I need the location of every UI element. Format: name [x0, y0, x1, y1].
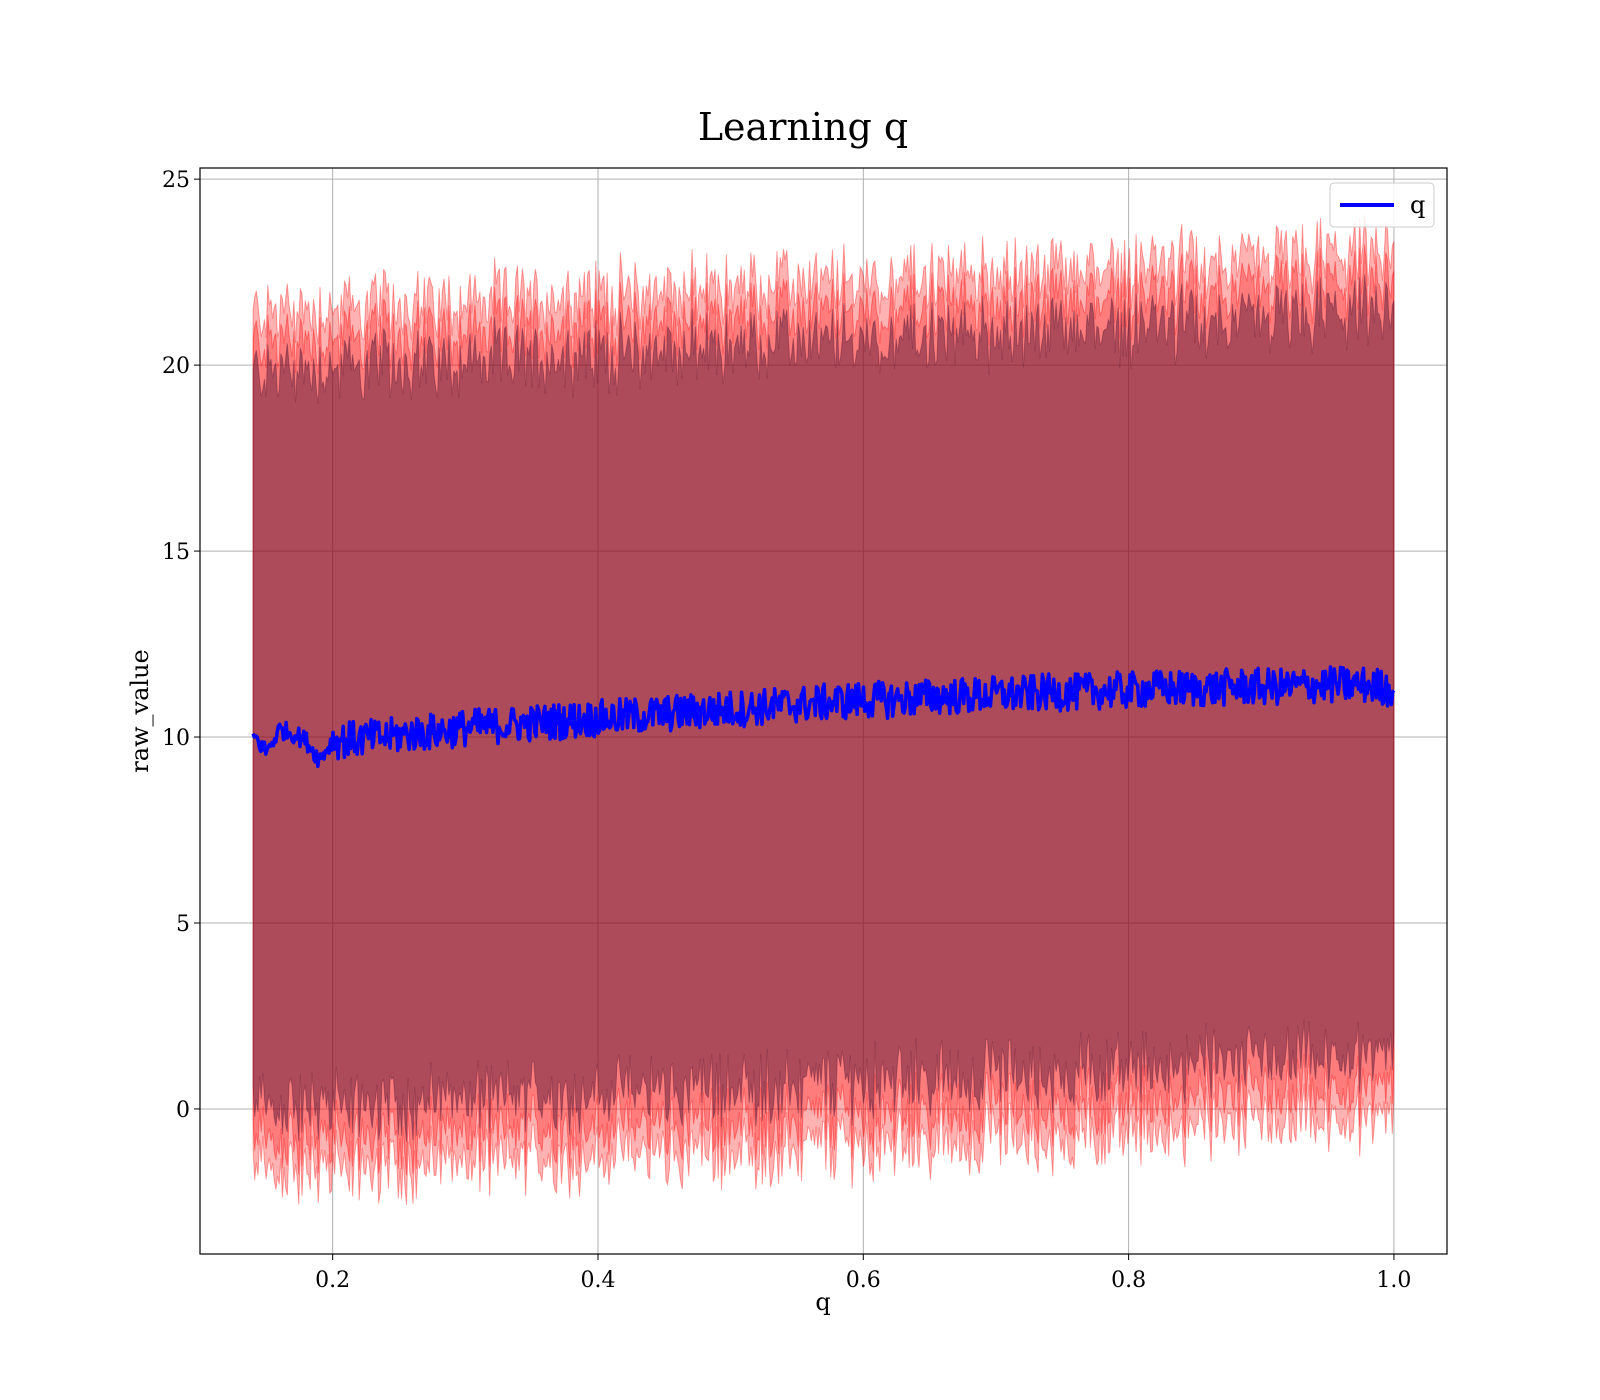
confidence-bands	[252, 214, 1395, 1206]
x-tick-label: 1.0	[1376, 1268, 1411, 1293]
axis-ticks: 0.2 0.4 0.6 0.8 1.0 0 5 10 15 20 25	[162, 168, 1411, 1293]
plot-frame	[199, 167, 1448, 1255]
x-tick-label: 0.8	[1111, 1268, 1146, 1293]
y-axis-label: raw_value	[126, 649, 154, 773]
y-tick-label: 10	[162, 726, 190, 751]
legend: q	[1329, 182, 1435, 228]
x-axis-label: q	[815, 1288, 830, 1316]
y-tick-label: 20	[162, 354, 190, 379]
series-lines	[251, 665, 1396, 769]
x-tick-label: 0.2	[315, 1268, 350, 1293]
y-tick-label: 5	[176, 912, 190, 937]
series-line-0	[251, 665, 1396, 769]
x-tick-label: 0.4	[580, 1268, 615, 1293]
chart-title: Learning q	[698, 105, 908, 149]
legend-label-q: q	[1410, 191, 1425, 219]
x-tick-label: 0.6	[846, 1268, 881, 1293]
y-tick-label: 25	[162, 168, 190, 193]
y-tick-label: 15	[162, 540, 190, 565]
y-tick-label: 0	[176, 1098, 190, 1123]
